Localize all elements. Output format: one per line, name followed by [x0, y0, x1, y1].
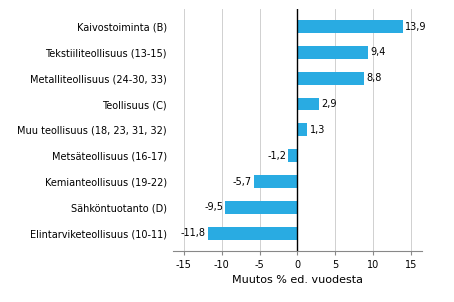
Bar — [297, 98, 319, 111]
Text: 2,9: 2,9 — [321, 99, 337, 109]
X-axis label: Muutos % ed. vuodesta: Muutos % ed. vuodesta — [232, 275, 363, 285]
Bar — [288, 149, 297, 162]
Text: -5,7: -5,7 — [233, 177, 252, 187]
Bar — [297, 124, 307, 136]
Text: -11,8: -11,8 — [181, 228, 206, 238]
Bar — [226, 201, 297, 214]
Text: -9,5: -9,5 — [204, 202, 223, 212]
Bar — [208, 227, 297, 240]
Bar — [297, 46, 369, 59]
Text: -1,2: -1,2 — [267, 151, 286, 161]
Text: 13,9: 13,9 — [405, 21, 426, 31]
Bar — [297, 72, 364, 85]
Text: 8,8: 8,8 — [366, 73, 382, 83]
Text: 1,3: 1,3 — [310, 125, 325, 135]
Bar — [297, 20, 403, 33]
Bar — [254, 175, 297, 188]
Text: 9,4: 9,4 — [371, 47, 386, 57]
